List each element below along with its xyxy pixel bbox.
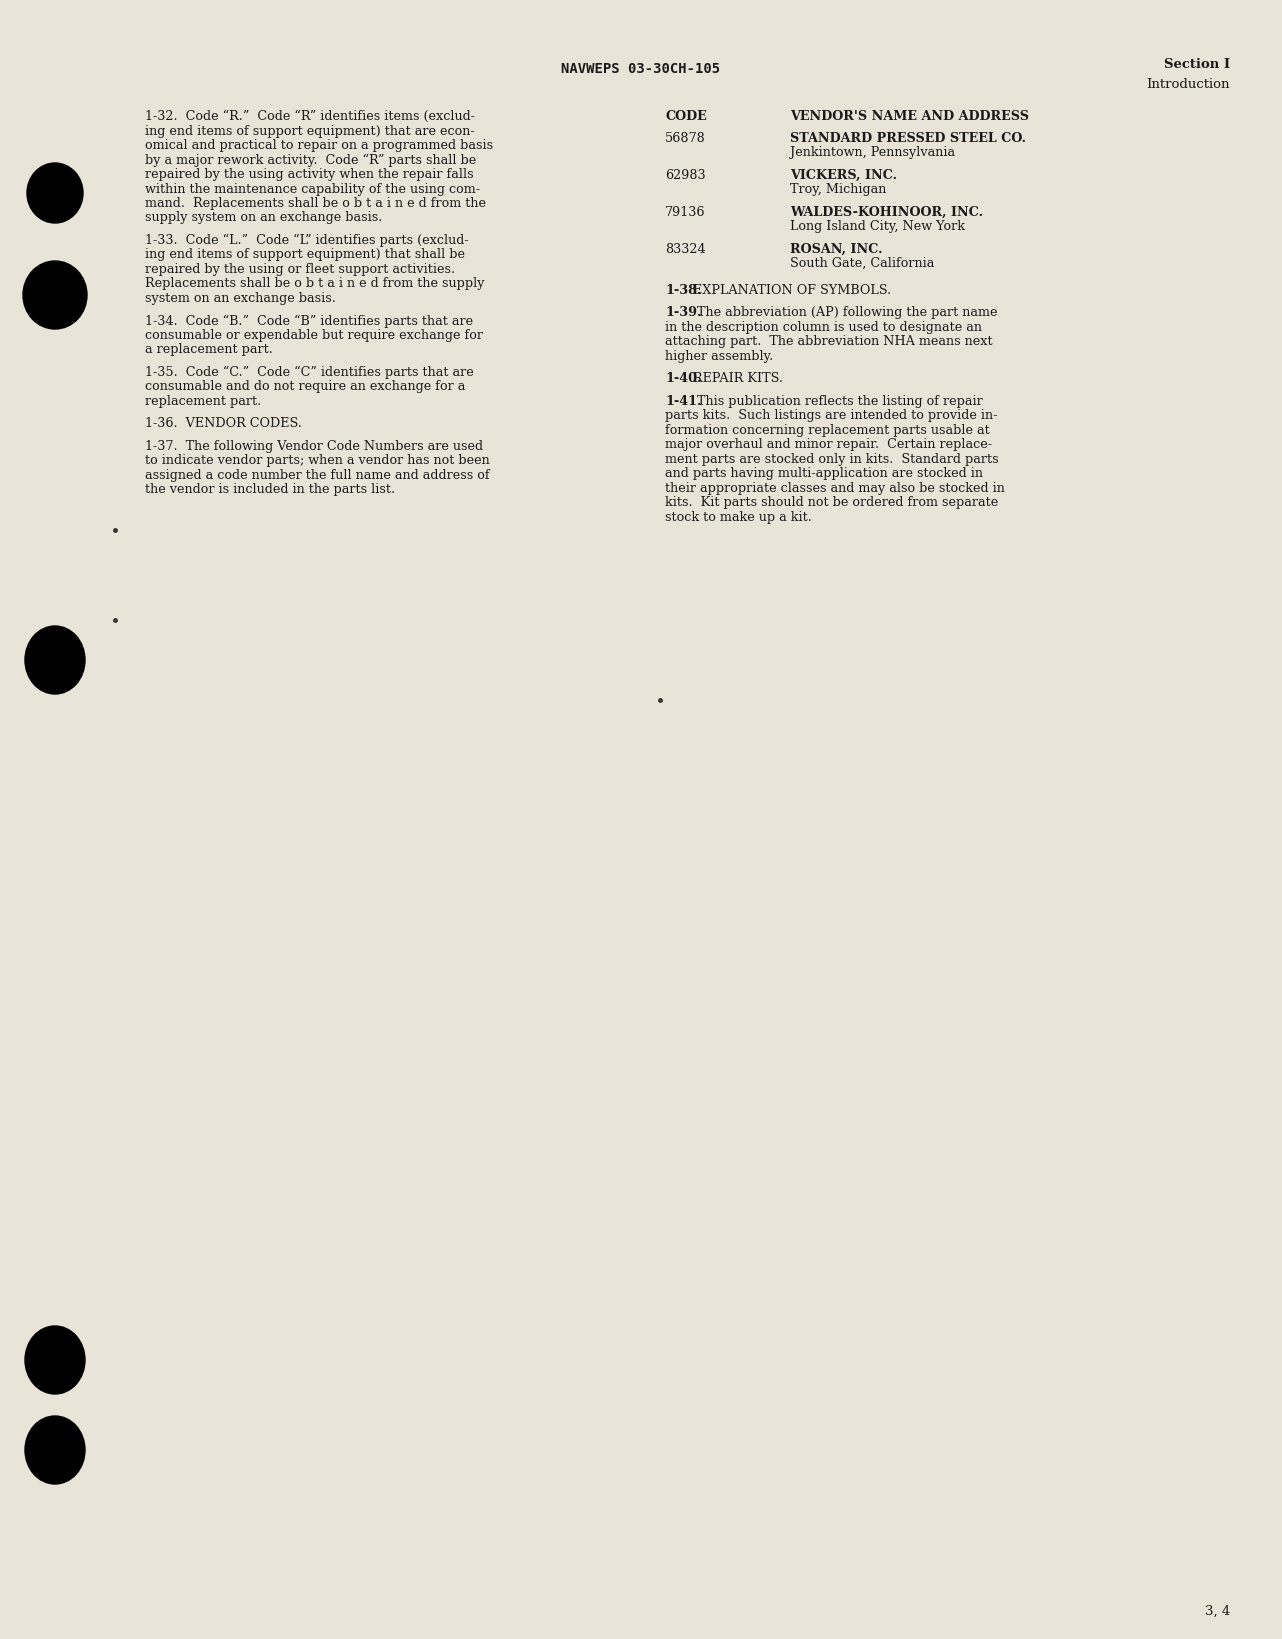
Text: assigned a code number the full name and address of: assigned a code number the full name and… (145, 469, 490, 482)
Ellipse shape (26, 1416, 85, 1483)
Text: Troy, Michigan: Troy, Michigan (790, 184, 886, 197)
Text: WALDES-KOHINOOR, INC.: WALDES-KOHINOOR, INC. (790, 207, 983, 218)
Text: a replacement part.: a replacement part. (145, 344, 273, 356)
Ellipse shape (26, 1326, 85, 1395)
Text: their appropriate classes and may also be stocked in: their appropriate classes and may also b… (665, 482, 1005, 495)
Text: Introduction: Introduction (1146, 79, 1229, 92)
Text: 3, 4: 3, 4 (1205, 1605, 1229, 1618)
Text: repaired by the using or fleet support activities.: repaired by the using or fleet support a… (145, 262, 455, 275)
Text: mand.  Replacements shall be o b t a i n e d from the: mand. Replacements shall be o b t a i n … (145, 197, 486, 210)
Text: 56878: 56878 (665, 131, 706, 144)
Text: repaired by the using activity when the repair falls: repaired by the using activity when the … (145, 169, 473, 180)
Text: 83324: 83324 (665, 243, 705, 256)
Text: replacement part.: replacement part. (145, 395, 262, 408)
Text: system on an exchange basis.: system on an exchange basis. (145, 292, 336, 305)
Text: attaching part.  The abbreviation NHA means next: attaching part. The abbreviation NHA mea… (665, 336, 992, 349)
Text: 1-41.: 1-41. (665, 395, 701, 408)
Text: within the maintenance capability of the using com-: within the maintenance capability of the… (145, 182, 479, 195)
Text: by a major rework activity.  Code “R” parts shall be: by a major rework activity. Code “R” par… (145, 154, 476, 167)
Text: the vendor is included in the parts list.: the vendor is included in the parts list… (145, 484, 395, 497)
Text: VENDOR'S NAME AND ADDRESS: VENDOR'S NAME AND ADDRESS (790, 110, 1029, 123)
Text: NAVWEPS 03-30CH-105: NAVWEPS 03-30CH-105 (562, 62, 720, 75)
Text: 1-35.  Code “C.”  Code “C” identifies parts that are: 1-35. Code “C.” Code “C” identifies part… (145, 365, 474, 379)
Text: VICKERS, INC.: VICKERS, INC. (790, 169, 897, 182)
Text: Section I: Section I (1164, 57, 1229, 70)
Text: South Gate, California: South Gate, California (790, 257, 935, 270)
Text: in the description column is used to designate an: in the description column is used to des… (665, 321, 982, 334)
Text: and parts having multi-application are stocked in: and parts having multi-application are s… (665, 467, 983, 480)
Text: ROSAN, INC.: ROSAN, INC. (790, 243, 882, 256)
Text: 1-39.: 1-39. (665, 306, 701, 320)
Text: 1-32.  Code “R.”  Code “R” identifies items (exclud-: 1-32. Code “R.” Code “R” identifies item… (145, 110, 476, 123)
Text: 1-37.  The following Vendor Code Numbers are used: 1-37. The following Vendor Code Numbers … (145, 439, 483, 452)
Text: stock to make up a kit.: stock to make up a kit. (665, 511, 812, 524)
Text: consumable or expendable but require exchange for: consumable or expendable but require exc… (145, 329, 483, 343)
Text: supply system on an exchange basis.: supply system on an exchange basis. (145, 211, 382, 225)
Ellipse shape (23, 261, 87, 329)
Text: EXPLANATION OF SYMBOLS.: EXPLANATION OF SYMBOLS. (688, 284, 891, 297)
Text: parts kits.  Such listings are intended to provide in-: parts kits. Such listings are intended t… (665, 410, 997, 423)
Text: ing end items of support equipment) that shall be: ing end items of support equipment) that… (145, 249, 465, 262)
Text: CODE: CODE (665, 110, 706, 123)
Text: consumable and do not require an exchange for a: consumable and do not require an exchang… (145, 380, 465, 393)
Text: ing end items of support equipment) that are econ-: ing end items of support equipment) that… (145, 125, 474, 138)
Text: ment parts are stocked only in kits.  Standard parts: ment parts are stocked only in kits. Sta… (665, 452, 999, 465)
Text: Replacements shall be o b t a i n e d from the supply: Replacements shall be o b t a i n e d fr… (145, 277, 485, 290)
Text: STANDARD PRESSED STEEL CO.: STANDARD PRESSED STEEL CO. (790, 131, 1026, 144)
Text: The abbreviation (AP) following the part name: The abbreviation (AP) following the part… (688, 306, 997, 320)
Text: higher assembly.: higher assembly. (665, 351, 773, 362)
Text: REPAIR KITS.: REPAIR KITS. (688, 372, 783, 385)
Text: This publication reflects the listing of repair: This publication reflects the listing of… (688, 395, 983, 408)
Text: major overhaul and minor repair.  Certain replace-: major overhaul and minor repair. Certain… (665, 438, 992, 451)
Text: to indicate vendor parts; when a vendor has not been: to indicate vendor parts; when a vendor … (145, 454, 490, 467)
Text: kits.  Kit parts should not be ordered from separate: kits. Kit parts should not be ordered fr… (665, 497, 999, 510)
Text: Long Island City, New York: Long Island City, New York (790, 220, 965, 233)
Text: 1-36.  VENDOR CODES.: 1-36. VENDOR CODES. (145, 418, 301, 431)
Text: formation concerning replacement parts usable at: formation concerning replacement parts u… (665, 425, 990, 438)
Text: 1-38.: 1-38. (665, 284, 701, 297)
Ellipse shape (27, 162, 83, 223)
Text: 1-34.  Code “B.”  Code “B” identifies parts that are: 1-34. Code “B.” Code “B” identifies part… (145, 315, 473, 328)
Text: Jenkintown, Pennsylvania: Jenkintown, Pennsylvania (790, 146, 955, 159)
Text: 62983: 62983 (665, 169, 705, 182)
Text: 1-33.  Code “L.”  Code “L” identifies parts (exclud-: 1-33. Code “L.” Code “L” identifies part… (145, 234, 469, 247)
Text: 1-40.: 1-40. (665, 372, 701, 385)
Ellipse shape (26, 626, 85, 693)
Text: omical and practical to repair on a programmed basis: omical and practical to repair on a prog… (145, 139, 494, 152)
Text: 79136: 79136 (665, 207, 705, 218)
